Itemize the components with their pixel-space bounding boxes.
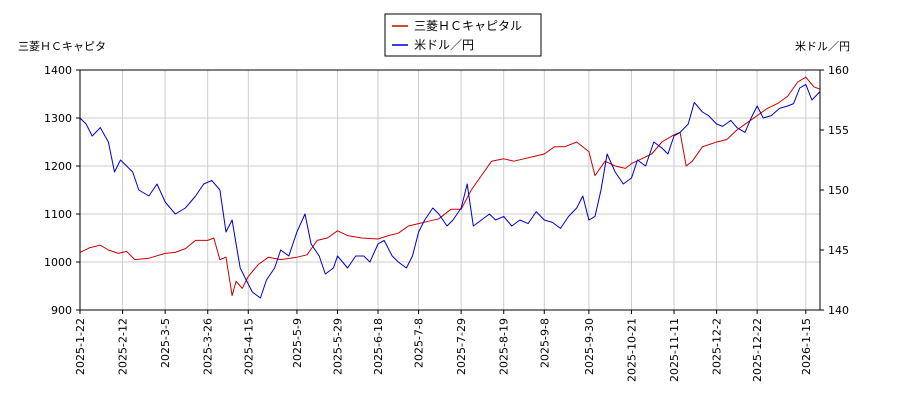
x-tick-label: 2025-6-18	[372, 318, 385, 375]
grid-lines	[79, 69, 820, 311]
x-tick-label: 2025-2-12	[117, 318, 130, 375]
series-layer	[79, 76, 821, 299]
x-tick-label: 2025-9-30	[583, 318, 596, 375]
legend-label-usdjpy: 米ドル／円	[414, 38, 474, 52]
x-tick-label: 2025-8-19	[498, 318, 511, 375]
x-tick-label: 2026-1-15	[800, 318, 813, 375]
x-axis: 2025-1-22 2025-2-12 2025-3-5 2025-3-26 2025-…	[74, 310, 813, 382]
x-tick-label: 2025-9-8	[538, 318, 551, 368]
x-tick-label: 2025-5-9	[291, 318, 304, 368]
right-axis-title: 米ドル／円	[795, 40, 850, 53]
right-tick-label: 160	[828, 64, 849, 77]
plot-frame	[79, 69, 821, 311]
left-tick-label: 1200	[44, 160, 72, 173]
x-tick-label: 2025-4-15	[242, 318, 255, 375]
series-line-usdjpy	[79, 83, 821, 299]
x-tick-label: 2025-12-22	[751, 318, 764, 382]
left-tick-label: 1400	[44, 64, 72, 77]
x-tick-label: 2025-12-2	[711, 318, 724, 375]
left-tick-label: 1100	[44, 208, 72, 221]
x-tick-label: 2025-7-29	[455, 318, 468, 375]
x-tick-label: 2025-1-22	[74, 318, 87, 375]
legend-box	[384, 13, 542, 57]
right-tick-label: 140	[828, 304, 849, 317]
series-line-mitsubishi-hc	[79, 76, 821, 297]
right-tick-label: 145	[828, 244, 849, 257]
right-tick-label: 150	[828, 184, 849, 197]
x-tick-label: 2025-7-8	[413, 318, 426, 368]
x-tick-label: 2025-10-21	[625, 318, 638, 382]
left-tick-label: 1300	[44, 112, 72, 125]
x-tick-label: 2025-5-29	[331, 318, 344, 375]
legend-label-mitsubishi-hc: 三菱ＨＣキャピタル	[414, 19, 522, 33]
legend: 三菱ＨＣキャピタル 米ドル／円	[384, 13, 542, 57]
left-y-axis: 900 1000 1100 1200 1300 1400	[44, 64, 80, 317]
x-tick-label: 2025-3-5	[159, 318, 172, 368]
x-tick-label: 2025-11-11	[668, 318, 681, 382]
x-tick-label: 2025-3-26	[202, 318, 215, 375]
left-axis-title: 三菱ＨＣキャピタ	[18, 40, 106, 53]
right-tick-label: 155	[828, 124, 849, 137]
left-tick-label: 900	[51, 304, 72, 317]
left-tick-label: 1000	[44, 256, 72, 269]
right-y-axis: 140 145 150 155 160	[820, 64, 849, 317]
